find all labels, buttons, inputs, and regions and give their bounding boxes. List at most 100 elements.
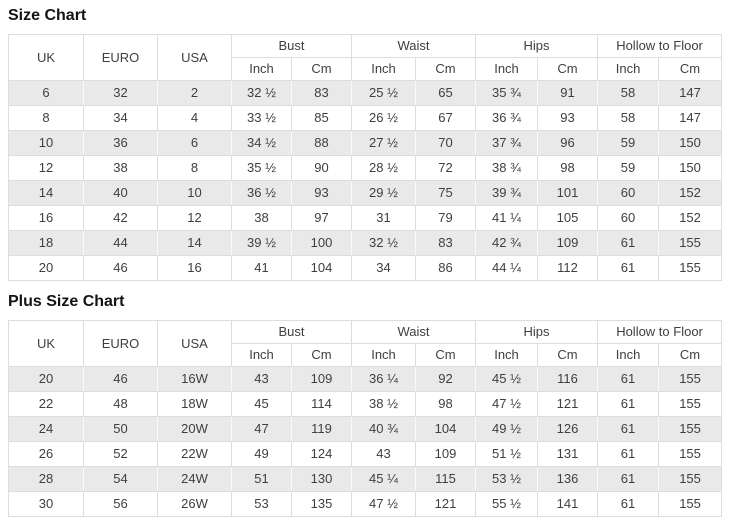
group-header-waist: Waist xyxy=(351,320,477,344)
table-cell: 50 xyxy=(83,416,158,442)
table-cell: 35 ½ xyxy=(231,155,292,181)
table-cell: 83 xyxy=(290,80,353,106)
table-cell: 72 xyxy=(415,155,477,181)
table-cell: 6 xyxy=(8,80,84,106)
table-cell: 41 xyxy=(231,255,292,281)
table-cell: 38 ½ xyxy=(351,391,417,417)
table-cell: 51 xyxy=(231,466,292,492)
table-cell: 10 xyxy=(157,180,232,206)
table-cell: 141 xyxy=(537,491,599,517)
table-cell: 40 xyxy=(83,180,158,206)
table-row: 6 32 2 32 ½ 83 25 ½ 65 35 ¾ 91 58 147 xyxy=(8,80,723,106)
table-cell: 93 xyxy=(290,180,353,206)
sub-header-waist-cm: Cm xyxy=(415,57,477,81)
column-header-euro: EURO xyxy=(83,34,158,81)
table-row: 22 48 18W 45 114 38 ½ 98 47 ½ 121 61 155 xyxy=(8,391,723,417)
size-chart-table: UK EURO USA Bust Waist Hips Hollow to Floor Inc… xyxy=(8,34,723,281)
table-cell: 14 xyxy=(157,230,232,256)
table-row: 16 42 12 38 97 31 79 41 ¼ 105 60 152 xyxy=(8,205,723,231)
sub-header-hips-inch: Inch xyxy=(475,57,539,81)
table-cell: 20 xyxy=(8,366,84,392)
table-cell: 59 xyxy=(597,130,660,156)
table-cell: 61 xyxy=(597,416,660,442)
table-cell: 2 xyxy=(157,80,232,106)
table-row: 10 36 6 34 ½ 88 27 ½ 70 37 ¾ 96 59 150 xyxy=(8,130,723,156)
table-cell: 155 xyxy=(658,491,723,517)
table-cell: 121 xyxy=(537,391,599,417)
group-header-hips: Hips xyxy=(475,34,599,58)
table-cell: 152 xyxy=(658,205,723,231)
table-cell: 16 xyxy=(157,255,232,281)
table-cell: 96 xyxy=(537,130,599,156)
table-cell: 48 xyxy=(83,391,158,417)
table-cell: 155 xyxy=(658,466,723,492)
table-cell: 130 xyxy=(290,466,353,492)
plus-size-chart-table: UK EURO USA Bust Waist Hips Hollow to Floor Inc… xyxy=(8,320,723,517)
table-cell: 10 xyxy=(8,130,84,156)
table-cell: 34 ½ xyxy=(231,130,292,156)
table-cell: 29 ½ xyxy=(351,180,417,206)
table-cell: 32 xyxy=(83,80,158,106)
table-cell: 30 xyxy=(8,491,84,517)
table-cell: 34 xyxy=(351,255,417,281)
table-cell: 93 xyxy=(537,105,599,131)
table-cell: 32 ½ xyxy=(351,230,417,256)
table-cell: 147 xyxy=(658,80,723,106)
table-cell: 36 xyxy=(83,130,158,156)
table-row: 12 38 8 35 ½ 90 28 ½ 72 38 ¾ 98 59 150 xyxy=(8,155,723,181)
table-row: 24 50 20W 47 119 40 ¾ 104 49 ½ 126 61 155 xyxy=(8,416,723,442)
header-row-units: Inch Cm Inch Cm Inch Cm Inch Cm xyxy=(9,57,723,81)
table-cell: 39 ¾ xyxy=(475,180,539,206)
table-cell: 155 xyxy=(658,230,723,256)
table-cell: 155 xyxy=(658,441,723,467)
sub-header-bust-cm: Cm xyxy=(290,343,353,367)
table-cell: 105 xyxy=(537,205,599,231)
table-cell: 56 xyxy=(83,491,158,517)
table-cell: 32 ½ xyxy=(231,80,292,106)
table-cell: 61 xyxy=(597,491,660,517)
table-cell: 26W xyxy=(157,491,232,517)
table-cell: 155 xyxy=(658,366,723,392)
table-cell: 70 xyxy=(415,130,477,156)
sub-header-waist-inch: Inch xyxy=(351,343,417,367)
table-cell: 124 xyxy=(290,441,353,467)
table-cell: 47 xyxy=(231,416,292,442)
table-cell: 24 xyxy=(8,416,84,442)
table-cell: 101 xyxy=(537,180,599,206)
table-cell: 43 xyxy=(351,441,417,467)
table-cell: 18W xyxy=(157,391,232,417)
table-row: 18 44 14 39 ½ 100 32 ½ 83 42 ¾ 109 61 155 xyxy=(8,230,723,256)
sub-header-waist-inch: Inch xyxy=(351,57,417,81)
table-cell: 112 xyxy=(537,255,599,281)
table-cell: 67 xyxy=(415,105,477,131)
table-cell: 45 ¼ xyxy=(351,466,417,492)
table-cell: 42 xyxy=(83,205,158,231)
table-cell: 155 xyxy=(658,391,723,417)
sub-header-hollow-to-floor-cm: Cm xyxy=(658,57,723,81)
table-cell: 155 xyxy=(658,416,723,442)
table-cell: 152 xyxy=(658,180,723,206)
table-cell: 116 xyxy=(537,366,599,392)
group-header-hips: Hips xyxy=(475,320,599,344)
table-cell: 100 xyxy=(290,230,353,256)
header-row-groups: UK EURO USA Bust Waist Hips Hollow to Floor xyxy=(8,34,723,81)
table-cell: 61 xyxy=(597,441,660,467)
table-cell: 26 ½ xyxy=(351,105,417,131)
table-cell: 61 xyxy=(597,230,660,256)
table-cell: 98 xyxy=(415,391,477,417)
table-cell: 119 xyxy=(290,416,353,442)
table-cell: 61 xyxy=(597,466,660,492)
table-cell: 36 ¼ xyxy=(351,366,417,392)
table-cell: 60 xyxy=(597,205,660,231)
table-cell: 31 xyxy=(351,205,417,231)
table-cell: 83 xyxy=(415,230,477,256)
sub-header-hips-inch: Inch xyxy=(475,343,539,367)
group-header-waist: Waist xyxy=(351,34,477,58)
table-cell: 8 xyxy=(8,105,84,131)
group-header-bust: Bust xyxy=(230,34,353,58)
sub-header-bust-inch: Inch xyxy=(231,57,292,81)
table-row: 20 46 16W 43 109 36 ¼ 92 45 ½ 116 61 155 xyxy=(8,366,723,392)
table-cell: 88 xyxy=(290,130,353,156)
header-row-groups: UK EURO USA Bust Waist Hips Hollow to Floor xyxy=(8,320,723,367)
table-cell: 61 xyxy=(597,391,660,417)
